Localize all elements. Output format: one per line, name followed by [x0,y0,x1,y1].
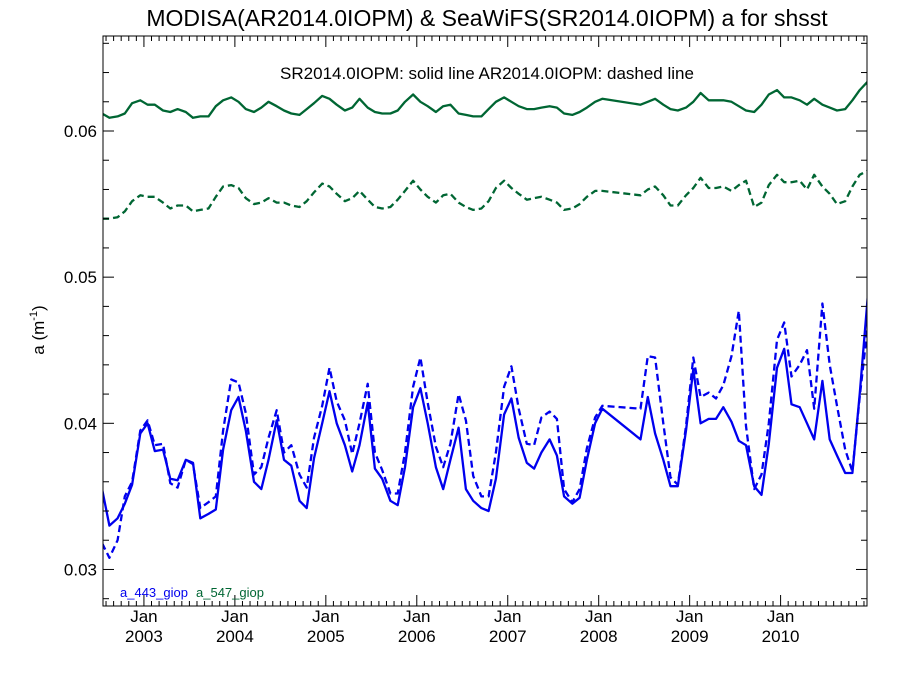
series-line-1-solid [103,80,867,119]
chart-title: MODISA(AR2014.0IOPM) & SeaWiFS(SR2014.0I… [146,5,828,31]
x-tick-label-year: 2008 [580,627,618,646]
x-tick-label-year: 2005 [307,627,345,646]
legend-entry-a-547-giop: a_547_giop [196,585,264,600]
x-tick-label-month: Jan [767,607,794,626]
series-line-4-dashed [103,302,867,559]
x-tick-label-year: 2010 [762,627,800,646]
x-tick-label-month: Jan [585,607,612,626]
series-layer [103,80,867,559]
series-line-2-dashed [103,169,867,220]
series-line-3-solid [103,294,867,527]
x-tick-label-year: 2003 [125,627,163,646]
y-tick-label: 0.04 [64,414,97,433]
x-tick-label-year: 2007 [489,627,527,646]
legend-entry-a-443-giop: a_443_giop [120,585,188,600]
y-axis-label-superscript: -1 [28,311,40,321]
x-tick-label-month: Jan [494,607,521,626]
x-tick-label-month: Jan [312,607,339,626]
y-axis-label-close: ) [29,305,48,311]
series-group [103,80,867,559]
y-tick-label: 0.05 [64,268,97,287]
x-tick-label-month: Jan [403,607,430,626]
x-tick-label-year: 2004 [216,627,254,646]
y-axis-label-main: a (m [29,321,48,355]
y-tick-label: 0.06 [64,122,97,141]
y-axis-label: a (m-1) [28,305,48,354]
x-tick-label-year: 2006 [398,627,436,646]
chart-subtitle: SR2014.0IOPM: solid line AR2014.0IOPM: d… [280,64,694,83]
x-tick-label-month: Jan [221,607,248,626]
y-tick-label: 0.03 [64,560,97,579]
x-tick-label-month: Jan [676,607,703,626]
legend: a_443_giop a_547_giop [120,585,264,600]
x-tick-label-year: 2009 [671,627,709,646]
x-tick-label-month: Jan [130,607,157,626]
axes-layer: 0.030.040.050.06Jan2003Jan2004Jan2005Jan… [64,35,868,646]
